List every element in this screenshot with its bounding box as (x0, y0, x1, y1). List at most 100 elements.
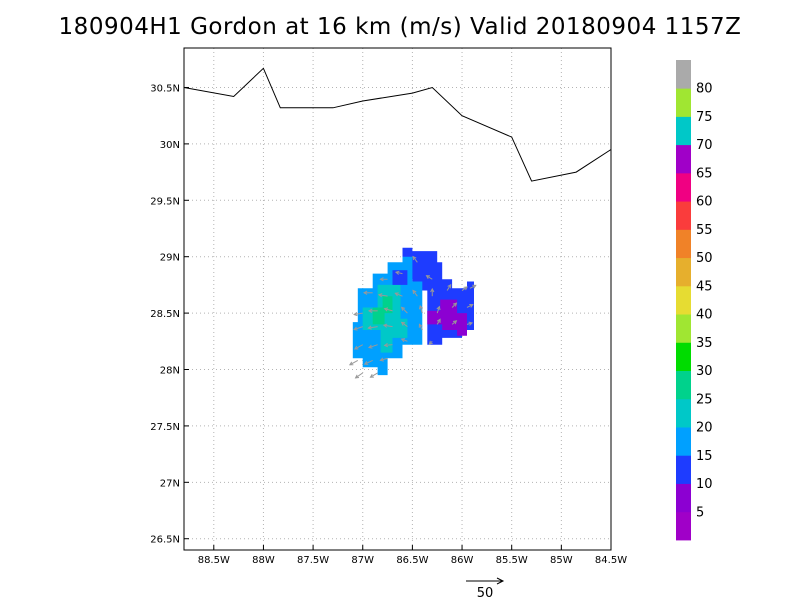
wind-vector (400, 306, 408, 314)
colorbar-swatch (676, 116, 691, 146)
colorbar-swatch (676, 229, 691, 259)
colorbar-swatch (676, 370, 691, 400)
wind-vector (379, 357, 388, 362)
lon-tick-label: 88.5W (198, 555, 230, 566)
wind-vector (354, 372, 364, 379)
colorbar-label: 25 (696, 392, 713, 407)
wind-vector (394, 292, 403, 297)
wind-vectors (348, 255, 477, 379)
map-frame (183, 47, 612, 551)
lon-tick-label: 85W (550, 555, 573, 566)
lon-tick-label: 87W (351, 555, 374, 566)
wind-vector (436, 318, 441, 325)
colorbar-label: 45 (696, 279, 713, 294)
colorbar-swatch (676, 483, 691, 513)
wind-vector (412, 289, 418, 297)
colorbar-swatch (676, 88, 691, 117)
wind-vector (466, 321, 474, 326)
wind-vector (353, 326, 363, 331)
lat-tick-label: 26.5N (150, 535, 180, 546)
wind-vector (430, 287, 435, 297)
colorbar-label: 65 (696, 166, 713, 181)
colorbar-swatch (676, 144, 691, 174)
wind-vector (451, 302, 458, 308)
lat-tick-label: 27N (160, 478, 180, 489)
wind-vector (400, 321, 408, 328)
colorbar-label: 70 (696, 138, 713, 153)
lat-tick-label: 28N (160, 366, 180, 377)
lat-tick-label: 29N (160, 253, 180, 264)
coastline (183, 67, 612, 182)
colorbar-label: 50 (696, 251, 713, 266)
colorbar-label: 10 (696, 477, 713, 492)
colorbar-swatch (676, 172, 691, 202)
wind-vector (353, 311, 363, 317)
wind-region-c20_25 (362, 284, 408, 353)
colorbar-swatch (676, 455, 691, 484)
lon-tick-label: 86W (451, 555, 474, 566)
wind-vector (469, 284, 477, 289)
wind-vector (394, 270, 403, 275)
colorbar-label: 35 (696, 336, 713, 351)
colorbar-swatch (676, 285, 691, 315)
wind-vector (379, 277, 388, 282)
lat-tick-label: 30.5N (150, 83, 180, 94)
colorbar-swatch (676, 398, 691, 428)
wind-vector (377, 293, 388, 298)
colorbar-label: 5 (696, 505, 704, 520)
reference-vector-arrowhead (496, 577, 505, 585)
colorbar-swatch (676, 342, 691, 371)
wind-vector (368, 344, 378, 349)
colorbar-label: 75 (696, 110, 713, 125)
wind-vector (363, 360, 373, 365)
colorbar-swatch (676, 427, 691, 456)
wind-vector (382, 323, 393, 328)
colorbar-label: 15 (696, 449, 713, 464)
colorbar: 5 10 15 20 25 30 35 40 45 50 55 60 65 70 75 80 (676, 60, 713, 541)
wind-vector (383, 307, 393, 312)
colorbar-label: 40 (696, 308, 713, 323)
colorbar-label: 20 (696, 421, 713, 436)
lat-tick-label: 30N (160, 140, 180, 151)
coastline-line (183, 67, 612, 182)
wind-vector (367, 308, 378, 313)
reference-vector: 50 (466, 577, 505, 600)
wind-vector (425, 275, 433, 280)
wind-vector (362, 290, 373, 295)
colorbar-swatch (676, 257, 691, 287)
wind-vector (369, 372, 378, 378)
wind-region-c10_15 (392, 270, 408, 285)
colorbar-swatch (676, 314, 691, 343)
colorbar-swatch (676, 511, 691, 541)
colorbar-label: 80 (696, 82, 713, 97)
lat-tick-label: 29.5N (150, 196, 180, 207)
colorbar-label: 30 (696, 364, 713, 379)
wind-vector (348, 360, 359, 366)
wind-vector (418, 304, 424, 314)
wind-vector (436, 305, 441, 314)
wind-region-c25_30 (372, 296, 393, 325)
lat-tick-label: 28.5N (150, 309, 180, 320)
wind-vector (428, 340, 433, 345)
lon-tick-label: 86.5W (396, 555, 428, 566)
wind-vector (461, 286, 468, 291)
wind-vector (353, 344, 363, 350)
lon-tick-label: 87.5W (297, 555, 329, 566)
wind-vector (412, 255, 418, 263)
wind-vector (400, 338, 408, 343)
axis-tick-labels: 88.5W 88W 87.5W 87W 86.5W 86W 85.5W 85W 84.5W 26.… (150, 83, 627, 566)
colorbar-swatch (676, 201, 691, 230)
lon-tick-label: 85.5W (496, 555, 528, 566)
wind-vector (466, 303, 474, 308)
colorbar-swatch (676, 60, 691, 89)
wind-region-c5_10 (427, 299, 467, 336)
lon-tick-label: 84.5W (595, 555, 627, 566)
wind-vector (383, 343, 393, 348)
reference-vector-label: 50 (477, 586, 494, 600)
wind-vector (367, 325, 378, 330)
colorbar-label: 60 (696, 195, 713, 210)
lon-tick-label: 88W (252, 555, 275, 566)
lat-tick-label: 27.5N (150, 422, 180, 433)
wind-vector (451, 320, 458, 325)
